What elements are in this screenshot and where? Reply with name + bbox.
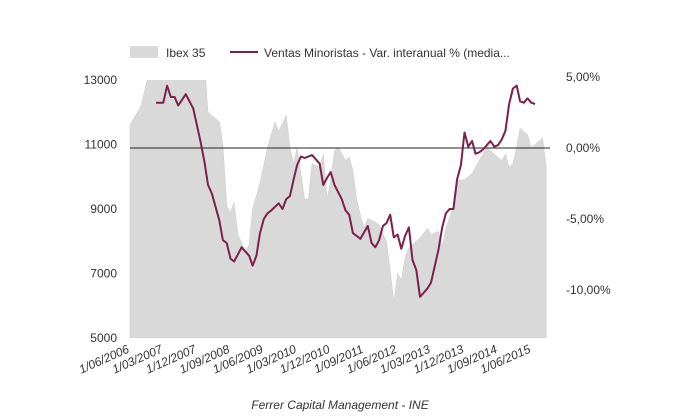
left-tick-label: 5000 [90, 331, 117, 345]
ventas-line-layer [156, 84, 536, 298]
left-tick-label: 13000 [84, 73, 118, 87]
x-axis: 1/06/20061/03/20071/12/20071/09/20081/06… [77, 341, 533, 376]
ventas-line [156, 84, 536, 298]
chart-source: Ferrer Capital Management - INE [251, 398, 429, 412]
legend-label-ibex: Ibex 35 [166, 46, 206, 60]
left-tick-label: 11000 [85, 138, 118, 152]
ibex-area [129, 80, 547, 338]
legend-swatch-ibex [130, 46, 158, 58]
right-tick-label: 0,00% [566, 141, 600, 155]
ibex-area-layer [129, 80, 547, 338]
right-tick-label: 5,00% [566, 70, 600, 84]
legend: Ibex 35 Ventas Minoristas - Var. interan… [130, 46, 510, 60]
legend-label-ventas: Ventas Minoristas - Var. interanual % (m… [264, 46, 510, 60]
right-tick-label: -5,00% [566, 212, 604, 226]
left-tick-label: 7000 [90, 267, 117, 281]
right-axis: 5,00% 0,00% -5,00% -10,00% [566, 70, 611, 297]
left-axis: 5000 7000 9000 11000 13000 [84, 73, 118, 345]
right-tick-label: -10,00% [566, 283, 611, 297]
left-tick-label: 9000 [90, 202, 117, 216]
